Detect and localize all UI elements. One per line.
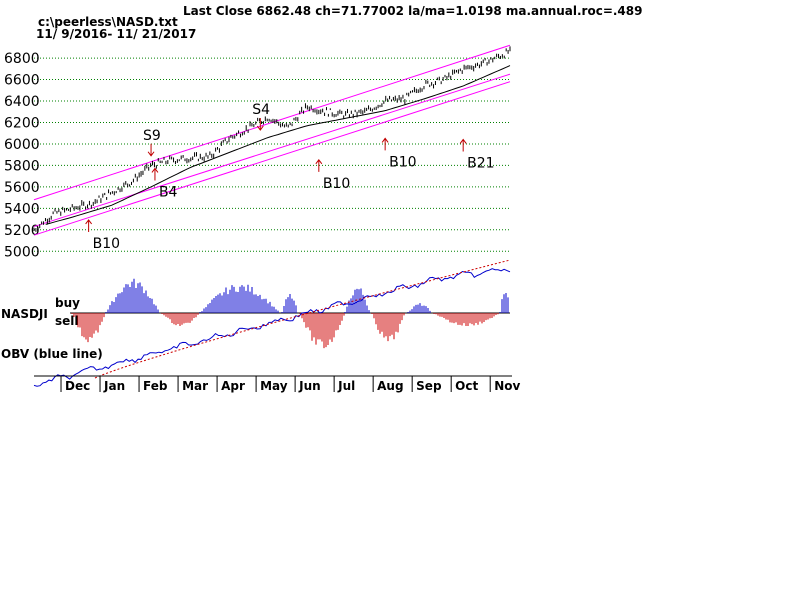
obv-label: OBV (blue line) (1, 347, 103, 361)
nasdji-label: NASDJI (1, 307, 48, 321)
y-tick-label: 5800 (4, 158, 40, 174)
middle-band (33, 73, 511, 228)
sell-arrow (147, 143, 155, 157)
signal-b10: B10 (85, 219, 120, 252)
y-tick-label: 6200 (4, 115, 40, 131)
month-label: Feb (143, 379, 168, 393)
signal-s9: S9 (143, 128, 161, 157)
buy-arrow (85, 219, 93, 232)
month-axis: Dec Jan Feb Mar Apr May Jun Jul Aug Sep Oct Nov (34, 375, 520, 393)
y-tick-label: 5000 (4, 244, 40, 260)
buy-arrow (459, 138, 467, 152)
signal-label: B10 (93, 236, 120, 252)
month-label: Oct (455, 379, 478, 393)
signal-label: B21 (467, 155, 494, 171)
upper-band (33, 44, 511, 201)
obv-series (33, 259, 511, 387)
month-label: Jul (337, 379, 355, 393)
price-series (33, 46, 511, 232)
month-label: Mar (182, 379, 208, 393)
chart-title: Last Close 6862.48 ch=71.77002 la/ma=1.0… (183, 4, 642, 18)
nasdji-indicator (70, 278, 510, 349)
month-label: Aug (377, 379, 403, 393)
month-label: Sep (416, 379, 442, 393)
y-tick-label: 5600 (4, 180, 40, 196)
obv-line (33, 268, 511, 387)
y-tick-label: 6800 (4, 51, 40, 67)
month-label: Jun (298, 379, 321, 393)
signal-b10: B10 (315, 159, 350, 192)
y-tick-label: 6000 (4, 137, 40, 153)
y-tick-label: 5200 (4, 223, 40, 239)
signal-b21: B21 (459, 138, 495, 171)
y-tick-label: 6400 (4, 94, 40, 110)
signal-label: S9 (143, 128, 161, 144)
sell-arrow (256, 118, 264, 131)
signal-label: B10 (389, 154, 416, 170)
month-label: Nov (494, 379, 520, 393)
buy-arrow (151, 167, 159, 181)
buy-label: buy (55, 296, 80, 310)
signal-label: B10 (323, 176, 350, 192)
signal-markers: S9 B4 B10 S4 B10 B10 B21 (85, 102, 495, 252)
signal-label: B4 (159, 184, 178, 200)
sell-label: sell (55, 314, 79, 328)
y-tick-label: 5400 (4, 201, 40, 217)
signal-s4: S4 (252, 102, 270, 131)
month-label: May (260, 379, 288, 393)
grid-lines: 5000 5200 5400 5600 5800 6000 6200 6400 6600 6800 (4, 51, 510, 260)
ma-line (45, 65, 511, 225)
signal-label: S4 (252, 102, 270, 118)
file-path: c:\peerless\NASD.txt (38, 15, 178, 29)
date-range: 11/ 9/2016- 11/ 21/2017 (36, 27, 196, 41)
month-label: Apr (221, 379, 245, 393)
signal-b10: B10 (381, 137, 417, 170)
signal-b4: B4 (151, 167, 178, 200)
trend-bands (33, 44, 511, 236)
month-label: Jan (103, 379, 125, 393)
moving-average (45, 65, 511, 225)
buy-arrow (381, 137, 389, 151)
buy-arrow (315, 159, 323, 172)
y-tick-label: 6600 (4, 73, 40, 89)
lower-band (33, 81, 511, 236)
obv-ma-line (94, 259, 511, 379)
month-label: Dec (65, 379, 90, 393)
